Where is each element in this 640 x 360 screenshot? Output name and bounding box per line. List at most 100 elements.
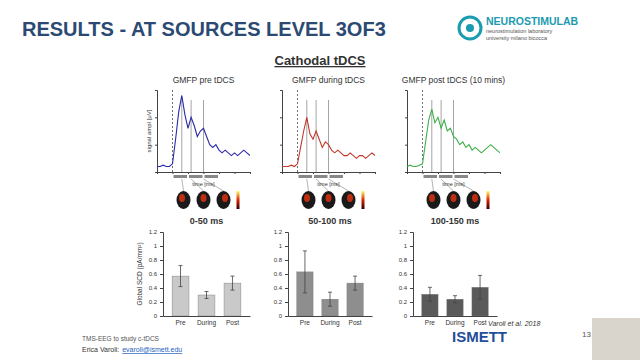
axis-line	[405, 91, 408, 173]
axis-line	[408, 173, 501, 175]
tick-mark	[219, 172, 220, 174]
bar-chart: 0-50 ms00.20.40.60.811.2PreDuringPostGlo…	[136, 216, 251, 327]
tick: 0.4	[274, 285, 288, 291]
tick: 1.2	[274, 229, 288, 235]
tick: Post	[474, 316, 487, 326]
brain-activation	[179, 194, 185, 202]
line-chart: GMFP pre tDCStime [ms]signal ampl [µV]	[146, 75, 251, 209]
tick	[280, 145, 282, 146]
tick-mark	[438, 172, 439, 174]
connector	[432, 179, 434, 191]
tick: During	[197, 316, 217, 327]
tick	[375, 172, 376, 174]
tick-label: 0.8	[399, 257, 408, 263]
citation: Varoli et al. 2018	[488, 320, 540, 327]
tick	[280, 90, 282, 91]
axis	[408, 172, 501, 174]
time-point-line	[328, 100, 329, 172]
tick	[280, 172, 282, 173]
time-window	[299, 175, 313, 178]
tick	[344, 172, 345, 174]
tick	[407, 172, 408, 174]
tick-mark	[160, 260, 163, 261]
tick-label: 0.2	[399, 299, 408, 305]
tick: During	[445, 316, 465, 327]
gmfp-line	[407, 109, 500, 166]
tick-label: During	[445, 319, 465, 327]
axis: 00.20.40.60.811.2	[274, 229, 289, 319]
tick-label: During	[320, 319, 340, 327]
slide-title: RESULTS - AT SOURCES LEVEL 3OF3	[22, 18, 386, 40]
brain-activation	[347, 194, 353, 202]
tick	[438, 172, 439, 174]
tick: Pre	[300, 316, 311, 326]
tick-mark	[285, 316, 288, 317]
tick: Post	[226, 316, 239, 326]
tick: 0.2	[149, 299, 163, 305]
error-bar	[205, 292, 209, 299]
axis	[283, 172, 376, 174]
tick-label: 0.6	[399, 271, 408, 277]
tick-mark	[204, 172, 205, 174]
tick-mark	[405, 117, 407, 118]
tick-mark	[160, 316, 163, 317]
brain-activation	[429, 194, 435, 202]
tick-label: 0.2	[274, 299, 283, 305]
plot-area	[282, 90, 375, 172]
tick-label: 0.8	[274, 257, 283, 263]
axis: PreDuringPost	[414, 316, 498, 327]
chart-title: GMFP pre tDCS	[173, 75, 235, 85]
tick-mark	[500, 172, 501, 174]
tick	[405, 90, 407, 91]
tick-label: 1.2	[149, 229, 158, 235]
time-window	[330, 175, 344, 178]
time-point-line	[316, 100, 317, 172]
tick-mark	[155, 145, 157, 146]
tick	[188, 172, 189, 174]
tick-mark	[160, 232, 163, 233]
axis	[405, 91, 408, 173]
tick-mark	[155, 90, 157, 91]
chart-title: 0-50 ms	[190, 216, 224, 226]
tick: 1	[404, 243, 413, 249]
y-axis-title: signal ampl [µV]	[146, 109, 152, 152]
brain-activation	[201, 194, 207, 202]
error-bar	[453, 296, 457, 303]
tick: 0.4	[399, 285, 413, 291]
tick-mark	[410, 246, 413, 247]
tick-label: Post	[349, 319, 362, 326]
brain-activation	[222, 194, 228, 202]
axis-line	[414, 316, 498, 317]
tick: 1.2	[149, 229, 163, 235]
brain-map	[217, 191, 231, 209]
chart-title: GMFP post tDCS (10 mins)	[402, 75, 505, 85]
tick-mark	[329, 172, 330, 174]
error-bar	[230, 276, 234, 290]
tick: Post	[349, 316, 362, 326]
tick-mark	[155, 117, 157, 118]
plot-area	[422, 275, 488, 316]
tick-mark	[235, 172, 236, 174]
tick: 0.8	[149, 257, 163, 263]
error-bar	[478, 275, 482, 299]
subtitle: Cathodal tDCS	[275, 53, 366, 68]
brain-map	[322, 191, 336, 209]
brain-map	[427, 191, 441, 209]
tick-label: 0.4	[399, 285, 408, 291]
time-point-line	[181, 100, 182, 172]
tick-mark	[485, 172, 486, 174]
tick-mark	[250, 172, 251, 174]
tick-mark	[410, 232, 413, 233]
tick	[329, 172, 330, 174]
chart-title: 100-150 ms	[431, 216, 480, 226]
tick-mark	[160, 288, 163, 289]
logo-icon	[466, 24, 474, 32]
tick-mark	[285, 232, 288, 233]
axis-line	[283, 173, 376, 175]
tick-mark	[410, 274, 413, 275]
tick	[280, 117, 282, 118]
tick-mark	[285, 302, 288, 303]
axis	[158, 172, 251, 174]
tick: 0.8	[274, 257, 288, 263]
error-bar	[353, 276, 357, 290]
